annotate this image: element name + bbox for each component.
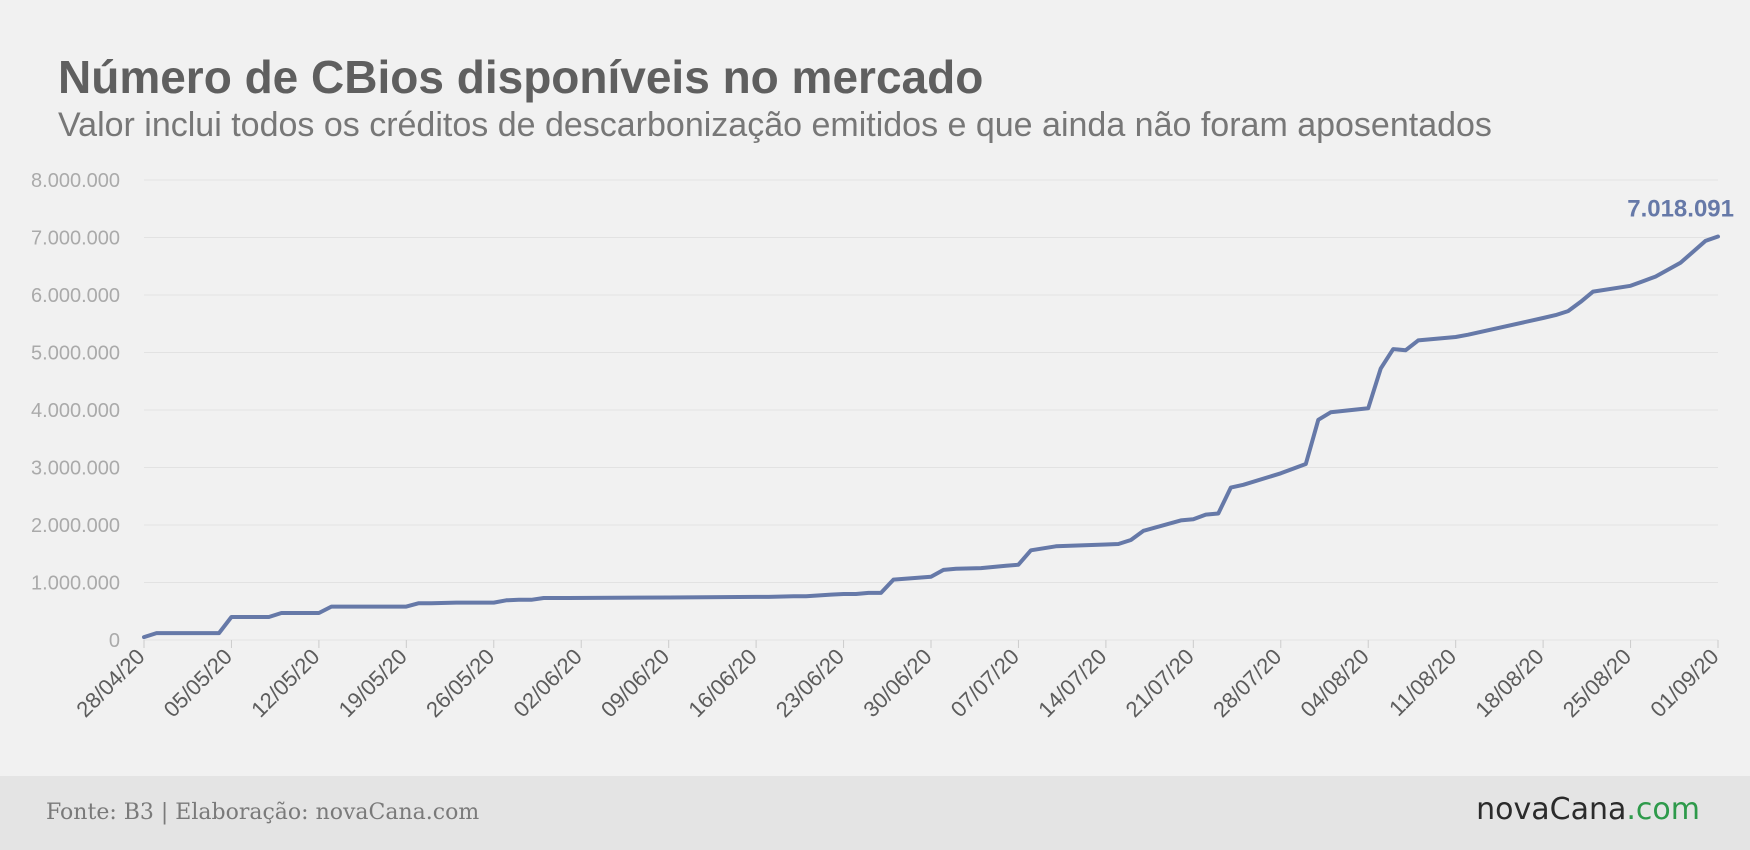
y-tick-label: 2.000.000 (31, 515, 120, 537)
y-tick-label: 0 (109, 630, 120, 652)
x-tick-label: 01/09/20 (1645, 644, 1723, 722)
x-tick-label: 12/05/20 (246, 644, 324, 722)
x-tick-label: 28/04/20 (71, 644, 149, 722)
x-tick-label: 14/07/20 (1033, 644, 1111, 722)
y-tick-label: 1.000.000 (31, 573, 120, 595)
footer-bar: Fonte: B3 | Elaboração: novaCana.com nov… (0, 776, 1750, 850)
x-tick-label: 07/07/20 (946, 644, 1024, 722)
x-tick-label: 05/05/20 (159, 644, 237, 722)
x-tick-label: 21/07/20 (1121, 644, 1199, 722)
y-tick-label: 3.000.000 (31, 458, 120, 480)
x-tick-label: 02/06/20 (509, 644, 587, 722)
novacana-logo[interactable]: novaCana.com (1476, 792, 1700, 827)
line-chart: 0 1.000.000 2.000.000 3.000.000 4.000.000 5.0… (31, 170, 1734, 722)
x-tick-label: 30/06/20 (858, 644, 936, 722)
x-tick-label: 04/08/20 (1296, 644, 1374, 722)
y-tick-label: 7.000.000 (31, 228, 120, 250)
x-tick-label: 09/06/20 (596, 644, 674, 722)
x-tick-label: 11/08/20 (1384, 644, 1461, 721)
x-tick-label: 19/05/20 (334, 644, 412, 722)
y-tick-label: 6.000.000 (31, 285, 120, 307)
series-line (142, 234, 1720, 640)
chart-subtitle: Valor inclui todos os créditos de descar… (58, 106, 1492, 144)
y-tick-label: 5.000.000 (31, 343, 120, 365)
logo-suffix-text: .com (1626, 792, 1700, 827)
chart-title: Número de CBios disponíveis no mercado (58, 51, 984, 103)
x-tick-label: 26/05/20 (421, 644, 499, 722)
end-value-label: 7.018.091 (1627, 195, 1734, 222)
x-tick-label: 18/08/20 (1470, 644, 1548, 722)
x-tick-label: 28/07/20 (1208, 644, 1286, 722)
x-tick-label: 25/08/20 (1558, 644, 1636, 722)
source-text: Fonte: B3 | Elaboração: novaCana.com (46, 800, 480, 825)
y-tick-label: 4.000.000 (31, 400, 120, 422)
x-tick-label: 23/06/20 (771, 644, 849, 722)
x-tick-label: 16/06/20 (683, 644, 761, 722)
y-tick-label: 8.000.000 (31, 170, 120, 192)
logo-main-text: novaCana (1476, 792, 1627, 827)
